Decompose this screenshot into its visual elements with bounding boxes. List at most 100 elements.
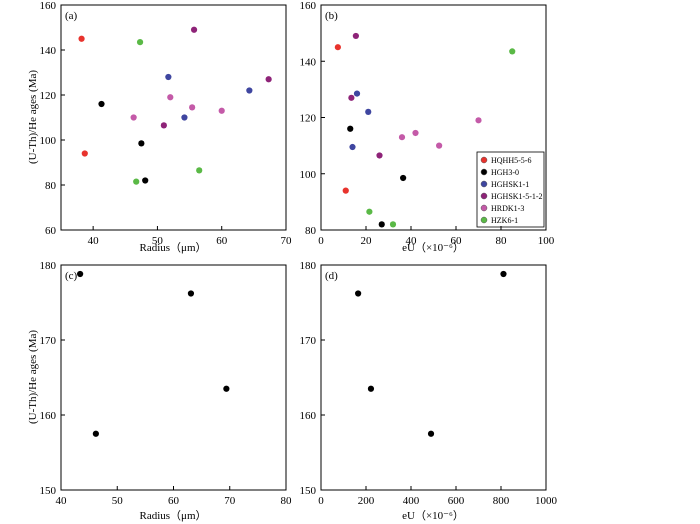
x-tick-label-b: 80	[496, 235, 508, 247]
x-tick-label-d: 600	[448, 495, 465, 507]
data-point-hghsk1-5-1-2	[190, 26, 198, 33]
x-tick-label-c: 40	[56, 495, 68, 507]
data-point-hghsk1-1	[246, 87, 253, 94]
data-point-hzk6-1	[389, 221, 397, 228]
data-point-hghsk1-1	[353, 90, 361, 97]
panel-label-c: (c)	[65, 270, 78, 282]
x-tick-label-c: 70	[224, 495, 236, 507]
x-tick-label-b: 40	[406, 235, 418, 247]
legend-label: HRDK1-3	[491, 204, 524, 213]
data-point-hrdk1-3	[167, 94, 174, 101]
y-tick-label-a: 140	[40, 45, 57, 57]
data-point-hgh3-0	[500, 270, 507, 278]
data-point-hghsk1-5-1-2	[352, 32, 359, 40]
data-point-hgh3-0	[98, 100, 105, 108]
data-point-hgh3-0	[347, 125, 354, 132]
legend-label: HGHSK1-1	[491, 180, 529, 189]
y-tick-label-a: 160	[40, 0, 57, 12]
data-point-hqhh5-5-6	[81, 150, 88, 157]
data-point-hzk6-1	[133, 178, 140, 185]
y-axis-label-a: (U-Th)/He ages (Ma)	[27, 70, 39, 164]
x-axis-label-d: eU（×10⁻⁶）	[402, 509, 464, 522]
legend-label: HGHSK1-5-1-2	[491, 192, 543, 201]
y-tick-label-b: 100	[300, 169, 317, 181]
x-tick-label-b: 100	[538, 235, 555, 247]
x-tick-label-d: 800	[493, 495, 510, 507]
y-tick-label-d: 160	[300, 410, 317, 422]
data-point-hgh3-0	[355, 290, 362, 297]
data-point-hrdk1-3	[130, 114, 137, 121]
data-point-hghsk1-5-1-2	[348, 94, 355, 101]
data-point-hrdk1-3	[475, 117, 482, 124]
panel-a: (a) Radius（μm） (U-Th)/He ages (Ma) 40 50 6…	[27, 0, 292, 254]
data-point-hqhh5-5-6	[78, 35, 85, 42]
y-tick-label-b: 140	[300, 56, 317, 68]
data-point-hrdk1-3	[218, 107, 225, 114]
data-point-hghsk1-1	[165, 73, 172, 81]
y-tick-label-d: 170	[300, 335, 317, 347]
x-tick-label-c: 80	[281, 495, 293, 507]
data-point-hrdk1-3	[412, 129, 419, 137]
x-tick-label-a: 70	[281, 235, 293, 247]
legend-marker	[480, 180, 488, 188]
y-tick-label-c: 160	[40, 410, 57, 422]
y-tick-label-b: 120	[300, 113, 317, 125]
x-tick-label-d: 0	[318, 495, 324, 507]
x-tick-label-c: 60	[168, 495, 180, 507]
legend-marker	[480, 204, 488, 212]
y-tick-label-b: 80	[305, 225, 317, 237]
legend-marker	[480, 156, 488, 164]
x-tick-label-b: 0	[318, 235, 324, 247]
y-tick-label-c: 150	[40, 485, 57, 497]
x-tick-label-b: 20	[361, 235, 373, 247]
data-point-hgh3-0	[427, 430, 435, 437]
panel-d: (d) eU（×10⁻⁶） 0 200 400 600 800 1000 150 160 170…	[300, 260, 558, 522]
data-point-hzk6-1	[196, 167, 203, 174]
data-point-hgh3-0	[367, 385, 375, 392]
data-point-hgh3-0	[223, 385, 230, 392]
y-tick-label-a: 100	[40, 135, 57, 147]
y-tick-label-a: 60	[45, 225, 57, 237]
x-tick-label-b: 60	[451, 235, 463, 247]
data-point-hgh3-0	[92, 430, 99, 437]
data-point-hrdk1-3	[189, 104, 196, 111]
legend-marker	[480, 192, 488, 200]
x-axis-label-c: Radius（μm）	[139, 509, 206, 522]
x-tick-label-c: 50	[112, 495, 124, 507]
legend-label: HGH3-0	[491, 168, 519, 177]
data-point-hzk6-1	[366, 208, 373, 215]
y-tick-label-d: 180	[300, 260, 317, 272]
data-point-hghsk1-1	[181, 114, 188, 121]
legend: HQHH5-5-6 HGH3-0 HGHSK1-1 HGHSK1-5-1-2 HRDK1…	[476, 151, 545, 228]
data-point-hzk6-1	[136, 39, 144, 46]
data-point-hzk6-1	[509, 48, 516, 55]
data-point-hgh3-0	[378, 221, 385, 228]
panel-label-b: (b)	[325, 10, 338, 22]
data-point-hqhh5-5-6	[334, 44, 341, 51]
legend-box	[476, 151, 545, 228]
data-point-hghsk1-5-1-2	[376, 152, 383, 159]
legend-label: HQHH5-5-6	[491, 156, 531, 165]
y-tick-label-c: 180	[40, 260, 57, 272]
x-tick-label-a: 40	[88, 235, 100, 247]
x-axis-label-a: Radius（μm）	[139, 241, 206, 254]
plot-frame-a	[60, 4, 287, 231]
panel-b: (b) eU（×10⁻⁶） HQHH5-5-6 HGH3-0 HGHSK1-1 HGH…	[300, 0, 555, 254]
data-point-hghsk1-5-1-2	[160, 122, 167, 129]
data-point-hgh3-0	[138, 140, 145, 147]
y-tick-label-a: 120	[40, 90, 57, 102]
y-tick-label-d: 150	[300, 485, 317, 497]
y-tick-label-a: 80	[45, 180, 57, 192]
data-point-hgh3-0	[187, 290, 195, 297]
legend-marker	[480, 168, 488, 176]
data-point-hgh3-0	[77, 270, 84, 278]
legend-label: HZK6-1	[491, 216, 518, 225]
panel-label-a: (a)	[65, 10, 78, 22]
x-tick-label-d: 1000	[535, 495, 558, 507]
plot-frame-d	[320, 264, 547, 491]
y-tick-label-c: 170	[40, 335, 57, 347]
data-point-hghsk1-1	[349, 143, 356, 151]
panel-c: (c) Radius（μm） (U-Th)/He ages (Ma) 40 50 6…	[27, 260, 292, 522]
y-tick-label-b: 160	[300, 0, 317, 12]
